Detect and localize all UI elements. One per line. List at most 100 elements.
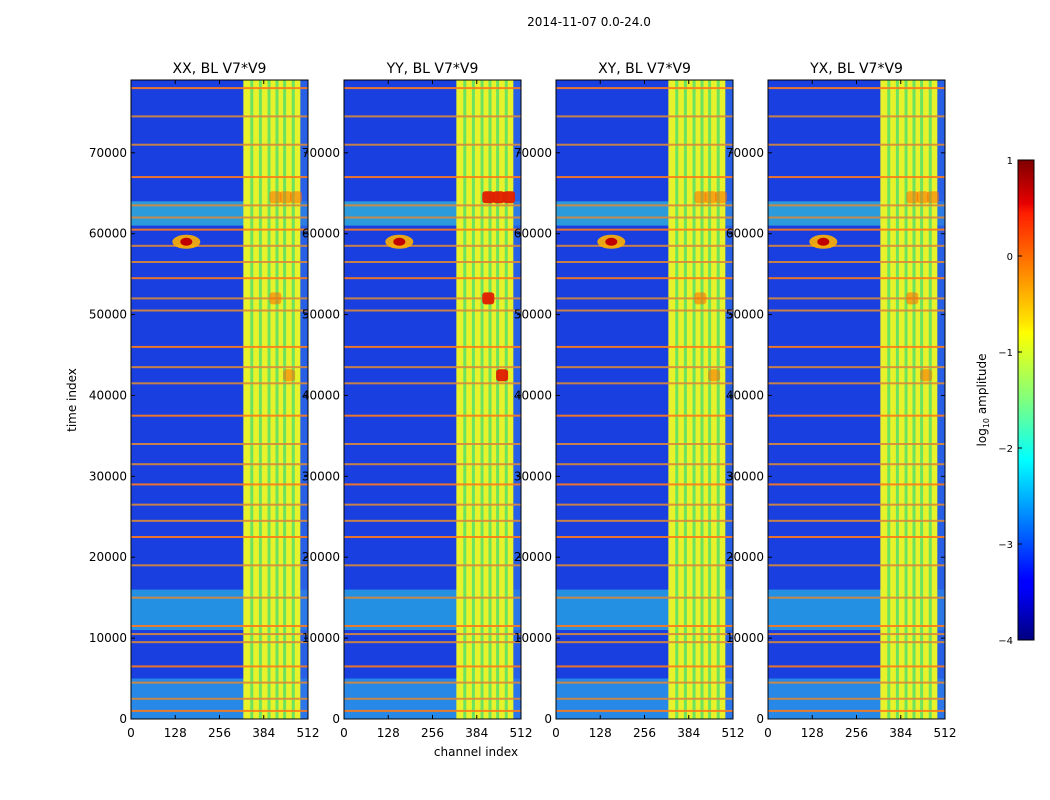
y-tick-label: 30000 <box>726 469 764 483</box>
heatmap-time-line <box>131 143 308 146</box>
heatmap-blob <box>482 191 495 204</box>
y-tick-label: 60000 <box>514 227 552 241</box>
panel-4: YX, BL V7*V9 0 128 256 384 512 0 10000 20000 3000… <box>726 61 957 740</box>
heatmap-channel-stripe <box>683 80 687 719</box>
heatmap-time-line <box>556 115 733 118</box>
heatmap-time-line <box>768 483 945 486</box>
colorbar-tick-label: −4 <box>998 636 1013 647</box>
y-tick-label: 70000 <box>89 146 127 160</box>
heatmap-time-line <box>556 204 733 207</box>
heatmap-time-line <box>131 536 308 539</box>
heatmap-time-line <box>131 624 308 627</box>
heatmap-time-line <box>556 503 733 506</box>
heatmap-hotspot-core <box>605 237 618 246</box>
heatmap-blob <box>715 191 728 204</box>
heatmap-channel-stripe <box>708 80 712 719</box>
heatmap-channel-stripe <box>692 80 696 719</box>
heatmap-channel-stripe <box>920 80 924 719</box>
colorbar-gradient <box>1017 159 1035 641</box>
heatmap-time-line <box>556 483 733 486</box>
y-tick-label: 60000 <box>89 227 127 241</box>
heatmap-time-line <box>556 277 733 280</box>
y-tick-label: 10000 <box>89 631 127 645</box>
heatmap-blob <box>482 292 495 305</box>
panels: XX, BL V7*V9 0 128 256 384 512 0 10000 20000 3000… <box>89 61 957 740</box>
y-tick-label: 70000 <box>514 146 552 160</box>
heatmap-channel-stripe <box>887 80 891 719</box>
heatmap-time-line <box>556 176 733 179</box>
heatmap-time-line <box>131 596 308 599</box>
heatmap-time-line <box>556 143 733 146</box>
heatmap-time-line <box>556 709 733 712</box>
heatmap-time-line <box>768 260 945 263</box>
heatmap-channel-stripe <box>463 80 467 719</box>
colorbar-label-sub: 10 <box>982 418 991 428</box>
heatmap-time-line <box>768 277 945 280</box>
heatmap-time-line <box>131 519 308 522</box>
heatmap-time-line <box>768 309 945 312</box>
heatmap-time-line <box>344 260 521 263</box>
x-tick-label: 512 <box>297 726 320 740</box>
x-tick-label: 0 <box>340 726 348 740</box>
heatmap-time-line <box>768 681 945 684</box>
heatmap-time-line <box>131 641 308 644</box>
heatmap-time-line <box>344 519 521 522</box>
colorbar-label-main: log <box>975 428 989 446</box>
y-tick-label: 0 <box>119 712 127 726</box>
y-tick-label: 50000 <box>514 308 552 322</box>
heatmap-time-line <box>344 216 521 219</box>
heatmap-time-line <box>344 665 521 668</box>
x-tick-label: 128 <box>801 726 824 740</box>
heatmap-channel-stripe <box>904 80 908 719</box>
colorbar: log10 amplitude 10−1−2−3−4 <box>975 156 1035 647</box>
heatmap-time-line <box>556 414 733 417</box>
heatmap-blob <box>916 191 929 204</box>
y-tick-label: 0 <box>332 712 340 726</box>
panel-1: XX, BL V7*V9 0 128 256 384 512 0 10000 20000 3000… <box>89 61 320 740</box>
heatmap-time-line <box>768 87 945 90</box>
heatmap-channel-stripe <box>912 80 916 719</box>
heatmap-time-line <box>768 297 945 300</box>
x-tick-label: 0 <box>127 726 135 740</box>
colorbar-tick-label: 1 <box>1007 156 1013 167</box>
x-tick-label: 0 <box>552 726 560 740</box>
heatmap-blob <box>906 292 919 305</box>
heatmap-blob <box>269 292 282 305</box>
x-tick-label: 256 <box>421 726 444 740</box>
heatmap-hotspot-core <box>817 237 830 246</box>
y-tick-label: 0 <box>544 712 552 726</box>
heatmap-time-line <box>131 260 308 263</box>
heatmap-time-line <box>344 176 521 179</box>
heatmap-edge-band <box>300 80 308 719</box>
heatmap-time-line <box>344 277 521 280</box>
colorbar-label-rest: amplitude <box>975 354 989 418</box>
colorbar-tick-label: −3 <box>998 540 1013 551</box>
heatmap-time-line <box>556 442 733 445</box>
heatmap-time-line <box>768 176 945 179</box>
heatmap-edge-band <box>725 80 733 719</box>
heatmap-time-line <box>556 228 733 231</box>
panel-3: XY, BL V7*V9 0 128 256 384 512 0 10000 20000 3000… <box>514 61 745 740</box>
heatmap-time-line <box>131 564 308 567</box>
x-tick-label: 128 <box>164 726 187 740</box>
heatmap-time-line <box>556 463 733 466</box>
heatmap-time-line <box>556 519 733 522</box>
heatmap-blob <box>503 191 516 204</box>
heatmap-time-line <box>131 681 308 684</box>
heatmap-channel-stripe <box>291 80 295 719</box>
heatmap-time-line <box>344 483 521 486</box>
heatmap-time-line <box>344 624 521 627</box>
heatmap-hotspot-core <box>180 237 193 246</box>
heatmap-time-line <box>344 115 521 118</box>
heatmap-time-line <box>131 204 308 207</box>
figure-suptitle: 2014-11-07 0.0-24.0 <box>527 15 651 29</box>
heatmap-time-line <box>768 463 945 466</box>
heatmap-time-line <box>344 442 521 445</box>
heatmap-time-line <box>344 596 521 599</box>
colorbar-tick-label: −2 <box>998 444 1013 455</box>
heatmap-time-line <box>131 176 308 179</box>
heatmap-time-line <box>344 366 521 369</box>
heatmap-time-line <box>768 596 945 599</box>
y-tick-label: 0 <box>756 712 764 726</box>
heatmap-channel-stripe <box>700 80 704 719</box>
